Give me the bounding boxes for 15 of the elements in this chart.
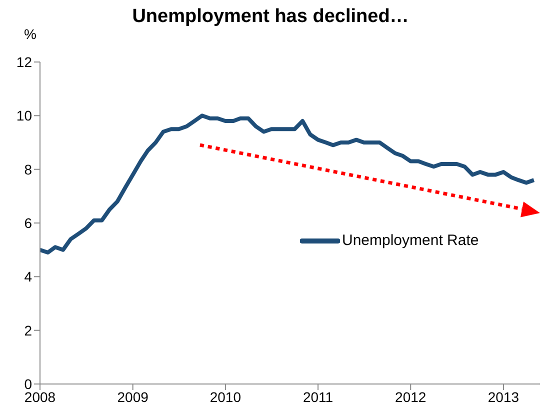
x-tick-label: 2009: [117, 388, 149, 405]
line-series: [40, 114, 536, 255]
x-tick-label: 2012: [395, 388, 426, 405]
x-tick-label: 2010: [210, 388, 242, 405]
y-tick-label: 12: [16, 54, 32, 70]
x-tick-label: 2013: [488, 388, 520, 405]
y-axis-title: %: [24, 26, 36, 42]
chart-title: Unemployment has declined…: [132, 6, 409, 27]
y-tick-label: 10: [16, 108, 32, 124]
y-tick-label: 2: [24, 322, 32, 338]
legend-label: Unemployment Rate: [342, 232, 479, 249]
x-tick-label: 2011: [302, 388, 334, 405]
y-tick-label: 4: [24, 268, 32, 285]
y-tick-label: 8: [24, 161, 32, 178]
y-tick-label: 6: [24, 214, 32, 231]
